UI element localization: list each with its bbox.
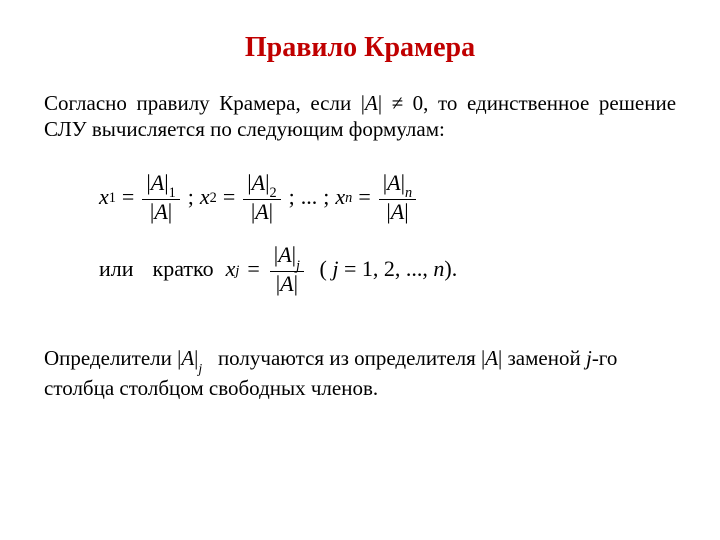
- frac2-den: |A|: [247, 200, 277, 223]
- xj-sub: j: [235, 263, 239, 280]
- frac1-den: |A|: [146, 200, 176, 223]
- eq3: =: [358, 184, 370, 210]
- frac-1: |A|1 |A|: [142, 171, 179, 223]
- term-xn: xn: [335, 184, 352, 210]
- slide-title: Правило Крамера: [44, 32, 676, 64]
- eq1: =: [122, 184, 134, 210]
- frac-n: |A|n |A|: [379, 171, 416, 223]
- sep-3: ;: [323, 184, 329, 210]
- xn-sub: n: [345, 190, 352, 207]
- eq-j: =: [247, 256, 259, 282]
- formula-row-2: или кратко xj = |A|j |A| ( j = 1, 2, ...…: [99, 243, 676, 295]
- x2-var: x: [200, 184, 210, 210]
- frac-2: |A|2 |A|: [243, 171, 280, 223]
- fracn-num: |A|n: [379, 171, 416, 200]
- term-x1: x1: [99, 184, 116, 210]
- frac1-num: |A|1: [142, 171, 179, 200]
- dots: ...: [301, 184, 318, 210]
- intro-paragraph: Согласно правилу Крамера, если |A| ≠ 0, …: [44, 90, 676, 143]
- sep-1: ;: [188, 184, 194, 210]
- fracn-den: |A|: [382, 200, 412, 223]
- prefix-or: или: [99, 256, 145, 282]
- x1-sub: 1: [109, 190, 116, 207]
- word-short: кратко: [153, 256, 214, 282]
- frac2-num: |A|2: [243, 171, 280, 200]
- slide: Правило Крамера Согласно правилу Крамера…: [0, 0, 720, 540]
- closing-paragraph: Определители |A|j получаются из определи…: [44, 345, 676, 401]
- range-text: ( j = 1, 2, ..., n).: [314, 256, 457, 282]
- frac-j: |A|j |A|: [270, 243, 304, 295]
- x2-sub: 2: [210, 190, 217, 207]
- sep-2: ;: [289, 184, 295, 210]
- formula-row-1: x1 = |A|1 |A| ; x2 = |A|2 |A| ; ... ; xn…: [99, 171, 676, 223]
- xn-var: x: [335, 184, 345, 210]
- xj-var: x: [226, 256, 236, 282]
- term-xj: xj: [226, 256, 240, 282]
- x1-var: x: [99, 184, 109, 210]
- fracj-num: |A|j: [270, 243, 304, 272]
- eq2: =: [223, 184, 235, 210]
- fracj-den: |A|: [272, 272, 302, 295]
- term-x2: x2: [200, 184, 217, 210]
